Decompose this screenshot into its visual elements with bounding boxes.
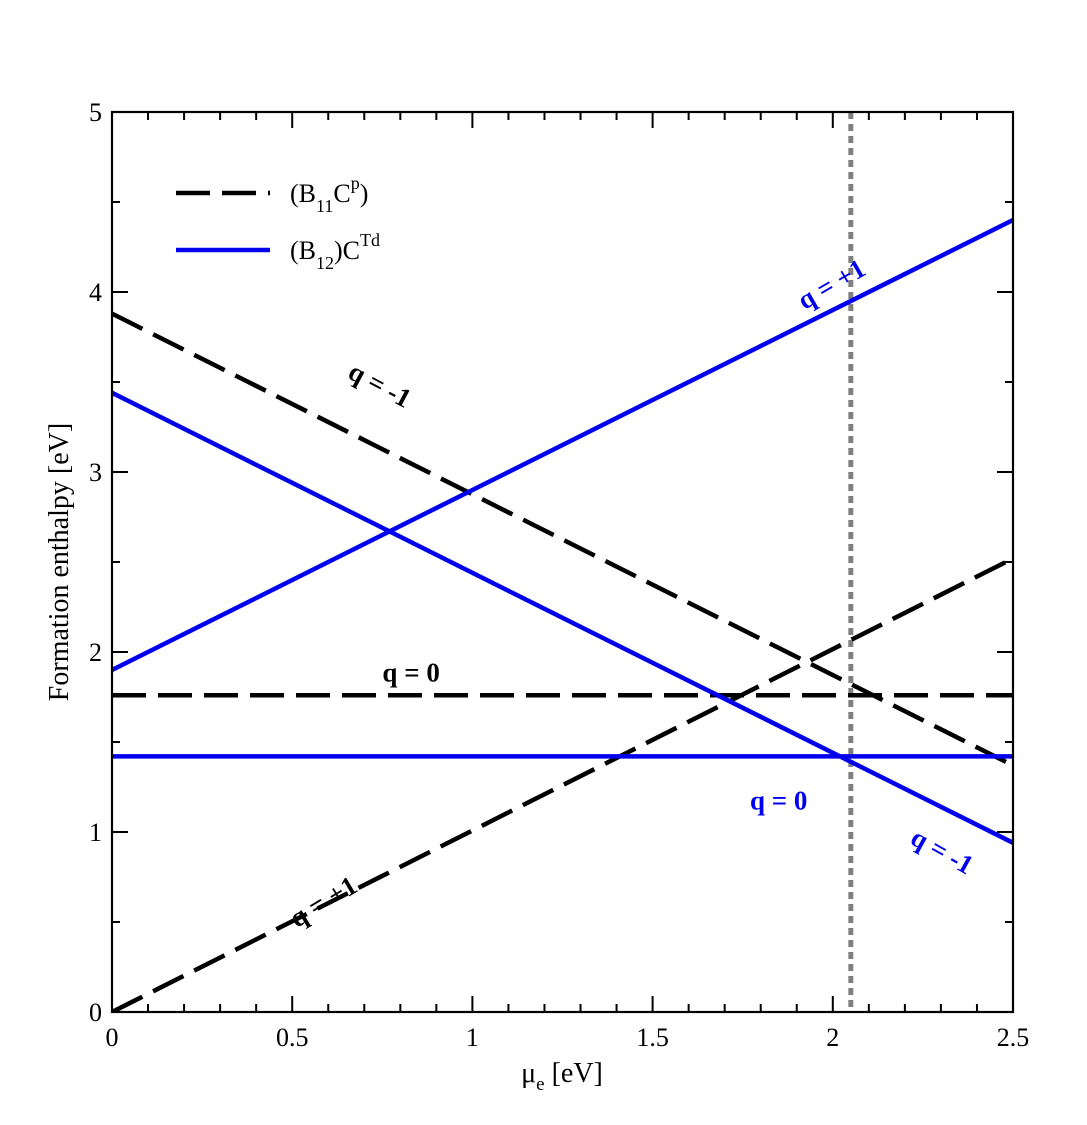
series-line-B12CTd-qminus1 [112, 390, 1013, 845]
y-tick-label: 2 [89, 638, 102, 667]
y-tick-label: 3 [89, 458, 102, 487]
series-layer [112, 112, 1013, 1012]
x-tick-label: 0 [106, 1023, 119, 1052]
annotation-label: q = -1 [344, 356, 417, 414]
y-tick-label: 1 [89, 818, 102, 847]
y-axis-label: Formation enthalpy [eV] [44, 423, 75, 701]
y-tick-label: 0 [89, 998, 102, 1027]
legend-label: (B11Cp) [290, 173, 368, 216]
x-tick-label: 1 [466, 1023, 479, 1052]
x-tick-label: 1.5 [636, 1023, 669, 1052]
x-tick-label: 0.5 [276, 1023, 309, 1052]
annotation-label: q = +1 [284, 870, 362, 933]
y-tick-label: 4 [89, 278, 102, 307]
series-line-B12CTd-qplus1 [112, 217, 1013, 673]
x-tick-label: 2 [826, 1023, 839, 1052]
legend-label: (B12)CTd [290, 230, 380, 273]
plot-frame [110, 110, 1015, 1014]
annotation-label: q = +1 [792, 253, 870, 315]
x-axis-label: μe [eV] [521, 1058, 603, 1095]
series-line-B11Cp-qminus1 [112, 311, 1013, 768]
annotation-label: q = 0 [750, 785, 807, 815]
legend: (B11Cp) (B12)CTd [176, 173, 380, 273]
y-tick-label: 5 [89, 98, 102, 127]
x-tick-label: 2.5 [997, 1023, 1030, 1052]
annotation-label: q = 0 [382, 658, 439, 688]
axes-layer: 0 0.5 1 1.5 2 2.5 0 1 2 3 4 5 [89, 98, 1029, 1052]
annotation-layer: q = -1 q = 0 q = +1 q = +1 q = 0 q = -1 [284, 253, 978, 933]
annotation-label: q = -1 [906, 822, 979, 880]
series-line-B11Cp-qplus1 [112, 556, 1013, 1012]
